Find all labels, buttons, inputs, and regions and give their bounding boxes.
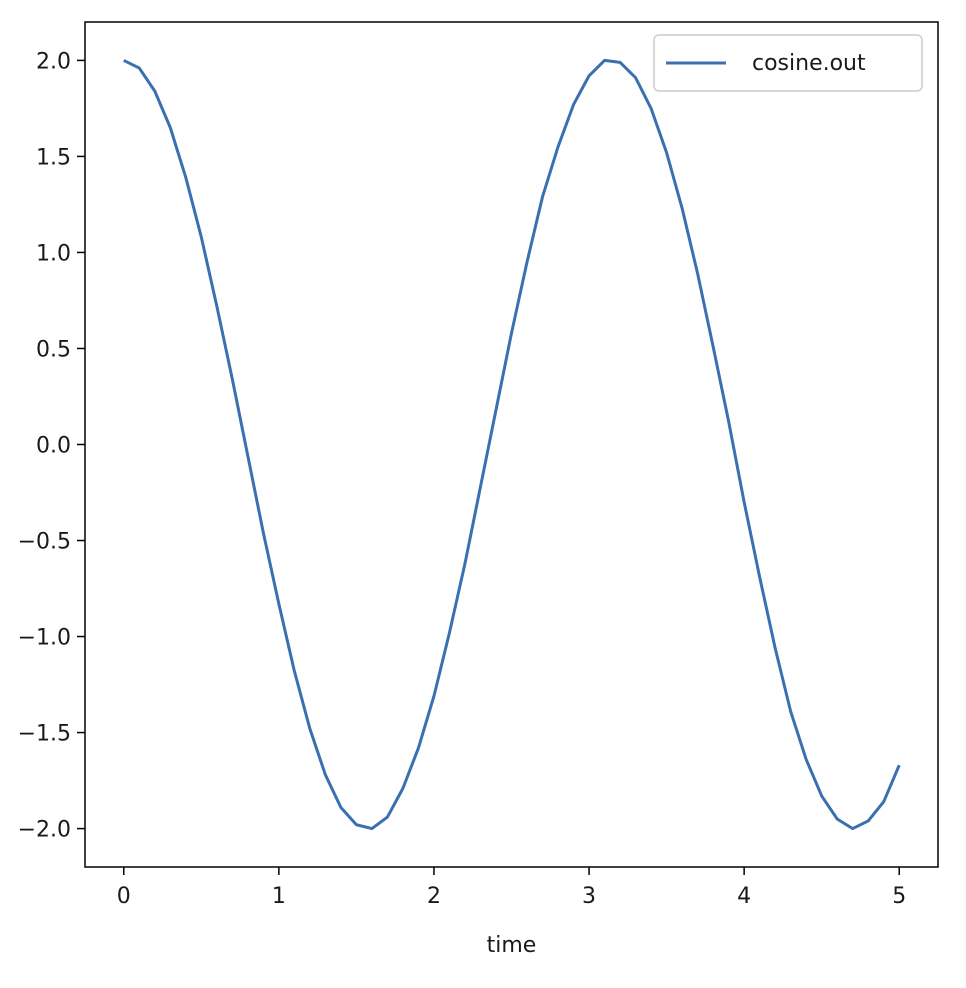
y-tick-label: 2.0 [36, 49, 71, 74]
y-tick-label: 1.0 [36, 241, 71, 266]
y-tick-label: 1.5 [36, 145, 71, 170]
series-line-0 [123, 58, 901, 831]
x-tick-label: 2 [427, 884, 441, 909]
legend-label: cosine.out [752, 51, 866, 76]
y-axis: 2.0 1.5 1.0 0.5 0.0 −0.5 −1.0 −1.5 −2.0 [18, 49, 85, 843]
x-tick-label: 5 [892, 884, 906, 909]
y-tick-label: 0.5 [36, 337, 71, 362]
x-tick-label: 3 [582, 884, 596, 909]
y-tick-label: −2.0 [18, 818, 71, 843]
legend-box [653, 34, 923, 92]
x-axis-label: time [487, 933, 537, 958]
x-tick-label: 1 [272, 884, 286, 909]
x-axis: 0 1 2 3 4 5 [117, 867, 906, 909]
y-tick-label: −1.0 [18, 626, 71, 651]
axes-frame [84, 21, 939, 868]
legend: cosine.out [653, 34, 923, 92]
x-tick-label: 4 [737, 884, 751, 909]
series-layer [123, 58, 901, 831]
y-tick-label: 0.0 [36, 434, 71, 459]
x-tick-label: 0 [117, 884, 131, 909]
y-tick-label: −0.5 [18, 530, 71, 555]
y-tick-label: −1.5 [18, 722, 71, 747]
